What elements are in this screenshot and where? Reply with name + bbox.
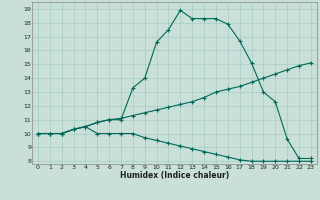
X-axis label: Humidex (Indice chaleur): Humidex (Indice chaleur) xyxy=(120,171,229,180)
